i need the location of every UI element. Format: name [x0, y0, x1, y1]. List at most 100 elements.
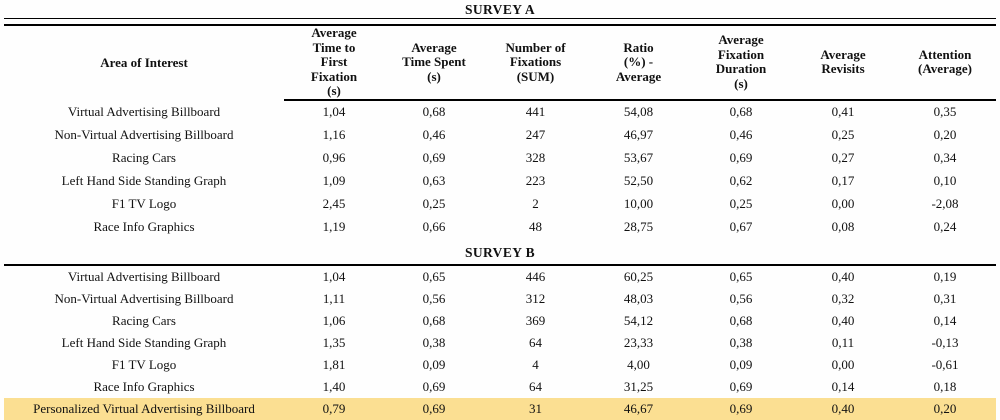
- table-row: Left Hand Side Standing Graph 1,09 0,63 …: [4, 170, 996, 193]
- metric-value: 0,25: [729, 196, 753, 211]
- metric-value: 1,35: [322, 334, 346, 350]
- metric-value: -0,13: [931, 334, 959, 350]
- table-row: F1 TV Logo 1,81 0,09 4 4,00 0,09 0,00 -0…: [4, 354, 996, 376]
- metric-value: 0,69: [729, 150, 753, 165]
- table-row: Virtual Advertising Billboard 1,04 0,68 …: [4, 100, 996, 124]
- table-row: Racing Cars 0,96 0,69 328 53,67 0,69 0,2…: [4, 147, 996, 170]
- table-row: Non-Virtual Advertising Billboard 1,16 0…: [4, 124, 996, 147]
- metric-value: -2,08: [931, 196, 959, 211]
- aoi-label: Left Hand Side Standing Graph: [61, 173, 227, 188]
- metric-value: 28,75: [623, 219, 654, 234]
- metric-value: 1,04: [322, 268, 346, 284]
- col-header-area-of-interest: Area of Interest: [4, 24, 284, 100]
- metric-value: 2: [532, 196, 539, 211]
- col-header-avg-time-to-first-fixation: Average Time to First Fixation (s): [284, 24, 384, 101]
- survey-a-title: SURVEY A: [4, 2, 996, 19]
- metric-value: 0,65: [729, 268, 753, 284]
- table-row-highlighted: Personalized Virtual Advertising Billboa…: [4, 397, 996, 420]
- metric-value: 0,69: [729, 400, 753, 416]
- metric-value: 0,24: [933, 219, 957, 234]
- survey-b-title-row: SURVEY B: [4, 238, 996, 266]
- metric-value: 0,69: [729, 378, 753, 394]
- metric-value: 0,00: [831, 196, 855, 211]
- metric-value: 0,40: [831, 312, 855, 328]
- metric-value: 0,14: [933, 312, 957, 328]
- col-header-number-of-fixations: Number of Fixations (SUM): [484, 24, 587, 101]
- metric-value: 53,67: [623, 150, 654, 165]
- metric-value: 0,31: [933, 290, 957, 306]
- metric-value: 54,12: [623, 312, 654, 328]
- metric-value: 0,08: [831, 219, 855, 234]
- metric-value: 54,08: [623, 104, 654, 119]
- metric-value: 0,69: [422, 400, 446, 416]
- table-row: F1 TV Logo 2,45 0,25 2 10,00 0,25 0,00 -…: [4, 193, 996, 216]
- metric-value: -0,61: [931, 356, 959, 372]
- metric-value: 0,20: [933, 127, 957, 142]
- aoi-label: Race Info Graphics: [93, 219, 195, 234]
- metric-value: 1,81: [322, 356, 346, 372]
- table-row: Non-Virtual Advertising Billboard 1,11 0…: [4, 288, 996, 310]
- metric-value: 0,20: [933, 400, 957, 416]
- metric-value: 48: [529, 219, 542, 234]
- metric-value: 446: [525, 268, 546, 284]
- metric-value: 0,69: [422, 378, 446, 394]
- metric-value: 0,46: [729, 127, 753, 142]
- metric-value: 0,09: [729, 356, 753, 372]
- metric-value: 0,00: [831, 356, 855, 372]
- metric-value: 0,68: [729, 104, 753, 119]
- metric-value: 52,50: [623, 173, 654, 188]
- metric-value: 0,69: [422, 150, 446, 165]
- metric-value: 1,09: [322, 173, 346, 188]
- metric-value: 0,66: [422, 219, 446, 234]
- metric-value: 1,19: [322, 219, 346, 234]
- metric-value: 10,00: [623, 196, 654, 211]
- metric-value: 0,32: [831, 290, 855, 306]
- column-header-row: Area of Interest Average Time to First F…: [4, 24, 996, 101]
- aoi-label: F1 TV Logo: [111, 196, 177, 211]
- table-row: Race Info Graphics 1,19 0,66 48 28,75 0,…: [4, 216, 996, 239]
- metric-value: 1,04: [322, 104, 346, 119]
- table-row: Left Hand Side Standing Graph 1,35 0,38 …: [4, 332, 996, 354]
- metric-value: 0,68: [422, 104, 446, 119]
- metric-value: 0,14: [831, 378, 855, 394]
- metric-value: 0,96: [322, 150, 346, 165]
- aoi-label: Racing Cars: [112, 150, 176, 165]
- metric-value: 0,11: [831, 334, 855, 350]
- survey-a-title-row: SURVEY A: [4, 2, 996, 19]
- aoi-label: Virtual Advertising Billboard: [67, 103, 221, 119]
- metric-value: 4,00: [627, 356, 650, 372]
- aoi-label: Race Info Graphics: [93, 378, 195, 394]
- survey-b-title: SURVEY B: [4, 238, 996, 266]
- metric-value: 0,41: [831, 104, 855, 119]
- metric-value: 0,68: [729, 312, 753, 328]
- aoi-label: Non-Virtual Advertising Billboard: [54, 290, 234, 306]
- metric-value: 0,34: [933, 150, 957, 165]
- metric-value: 0,40: [831, 400, 855, 416]
- metric-value: 0,09: [422, 356, 446, 372]
- metric-value: 0,17: [831, 173, 855, 188]
- metric-value: 0,35: [933, 104, 957, 119]
- metric-value: 64: [529, 378, 542, 394]
- metric-value: 247: [525, 127, 546, 142]
- col-header-avg-time-spent: Average Time Spent (s): [384, 24, 484, 101]
- metric-value: 0,56: [422, 290, 446, 306]
- aoi-label: F1 TV Logo: [111, 356, 177, 372]
- aoi-label: Non-Virtual Advertising Billboard: [54, 127, 234, 142]
- metric-value: 0,79: [322, 400, 346, 416]
- table-row: Racing Cars 1,06 0,68 369 54,12 0,68 0,4…: [4, 310, 996, 332]
- metric-value: 46,67: [623, 400, 654, 416]
- col-header-ratio-average: Ratio (%) - Average: [587, 24, 690, 101]
- aoi-label: Personalized Virtual Advertising Billboa…: [33, 400, 255, 416]
- metric-value: 369: [525, 312, 546, 328]
- metric-value: 0,18: [933, 378, 957, 394]
- col-header-avg-revisits: Average Revisits: [792, 24, 894, 101]
- metric-value: 312: [525, 290, 546, 306]
- metric-value: 328: [525, 150, 546, 165]
- metric-value: 23,33: [623, 334, 654, 350]
- col-header-attention-average: Attention (Average): [894, 24, 996, 101]
- table-row: Race Info Graphics 1,40 0,69 64 31,25 0,…: [4, 376, 996, 398]
- metric-value: 0,19: [933, 268, 957, 284]
- metric-value: 64: [529, 334, 542, 350]
- metric-value: 0,65: [422, 268, 446, 284]
